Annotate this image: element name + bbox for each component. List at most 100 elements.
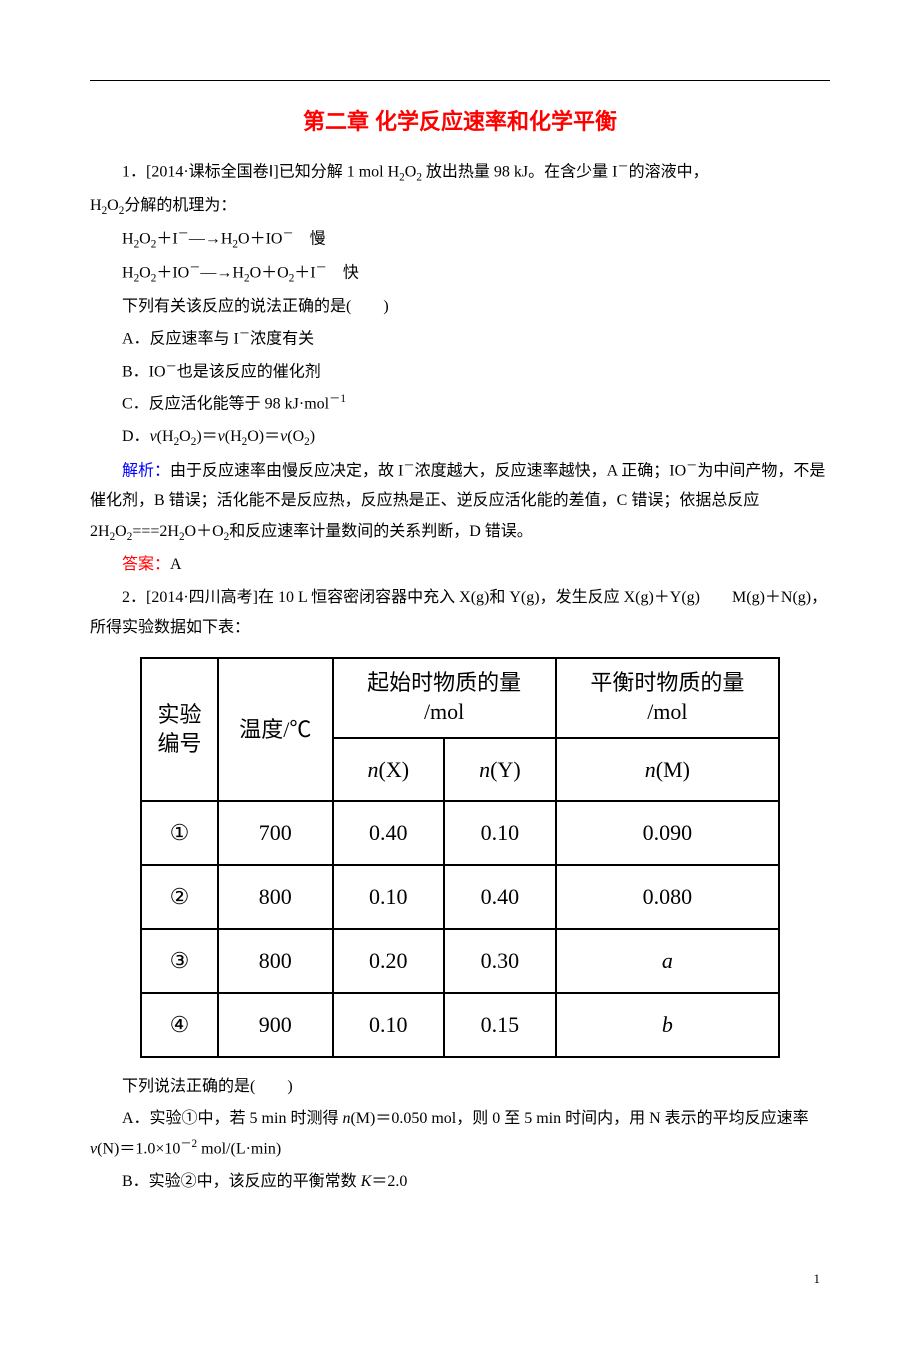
sup: － [686,460,697,472]
q1-mechanism-step1: H2O2＋I－―→H2O＋IO－ 慢 [90,224,830,256]
sup: － [617,161,628,173]
cell-nX: 0.10 [333,865,445,929]
sup: － [403,460,414,472]
cell-nX: 0.10 [333,993,445,1057]
page-number: 1 [90,1267,830,1292]
table-row: ② 800 0.10 0.40 0.080 [141,865,779,929]
cell-nY: 0.10 [444,801,556,865]
q1-stem-line1: 1．[2014·课标全国卷Ⅰ]已知分解 1 mol H2O2 放出热量 98 k… [90,157,830,189]
var-K: K [361,1173,372,1190]
explanation-label: 解析： [122,462,170,479]
table-row: ④ 900 0.10 0.15 b [141,993,779,1057]
text: 1．[2014·课标全国卷Ⅰ]已知分解 1 mol H [122,163,399,180]
col-temperature: 温度/℃ [218,658,332,801]
text: (Y) [490,757,521,782]
text: O＋IO [238,230,282,247]
text: D． [122,428,150,445]
sup: － [239,328,250,340]
text: B．实验②中，该反应的平衡常数 [122,1173,361,1190]
text: H [122,264,134,281]
q1-ask: 下列有关该反应的说法正确的是( ) [90,292,830,322]
cell-nY: 0.40 [444,865,556,929]
q1-option-d: D．v(H2O2)＝v(H2O)＝v(O2) [90,422,830,453]
col-nX: n(X) [333,738,445,802]
text: 慢 [294,230,326,247]
var-v: v [150,428,157,445]
text: ) [310,428,315,445]
cell-id: ① [141,801,218,865]
q1-option-b: B．IO－也是该反应的催化剂 [90,357,830,388]
q1-answer: 答案：A [90,550,830,580]
text: ＝2.0 [371,1173,407,1190]
sup: － [178,228,189,240]
q2-stem: 2．[2014·四川高考]在 10 L 恒容密闭容器中充入 X(g)和 Y(g)… [90,583,830,644]
cell-nM: b [556,993,779,1057]
text: /mol [424,699,464,724]
text: H [90,197,102,214]
text: (X) [379,757,410,782]
text: ＋IO [156,264,189,281]
q1-mechanism-step2: H2O2＋IO－―→H2O＋O2＋I－ 快 [90,258,830,290]
cell-temp: 900 [218,993,332,1057]
cell-nM: 0.090 [556,801,779,865]
table-row: ① 700 0.40 0.10 0.090 [141,801,779,865]
text: 实验 [158,702,202,727]
text: 由于反应速率由慢反应决定，故 I [170,462,403,479]
cell-id: ② [141,865,218,929]
text: A．反应速率与 I [122,330,239,347]
sub: 2 [134,239,140,251]
q2-option-a: A．实验①中，若 5 min 时测得 n(M)＝0.050 mol，则 0 至 … [90,1104,830,1165]
text: 快 [327,264,359,281]
sub: 2 [416,171,422,183]
text: C．反应活化能等于 98 kJ·mol [122,396,329,413]
cell-nM: a [556,929,779,993]
text: 的溶液中， [629,163,709,180]
sup: － [189,262,200,274]
text: ＋I [156,230,177,247]
text: )＝ [196,428,217,445]
text: 起始时物质的量 [367,670,521,695]
q1-explanation: 解析：由于反应速率由慢反应决定，故 I－浓度越大，反应速率越快，A 正确；IO－… [90,456,830,549]
sub: 2 [174,436,180,448]
answer-value: A [170,556,182,573]
text: 平衡时物质的量 [590,670,744,695]
sup: －2 [180,1138,197,1150]
text: ＋I [294,264,315,281]
cell-nY: 0.15 [444,993,556,1057]
sub: 2 [399,171,405,183]
table-row: ③ 800 0.20 0.30 a [141,929,779,993]
text: 放出热量 98 kJ。在含少量 I [426,163,618,180]
cell-temp: 700 [218,801,332,865]
text: /mol [647,699,687,724]
text: (N)＝1.0×10 [97,1141,180,1158]
cell-nX: 0.40 [333,801,445,865]
sub: 2 [110,531,116,543]
col-exp-id: 实验 编号 [141,658,218,801]
text: ―→H [200,264,244,281]
sup: － [166,361,177,373]
text: O)＝ [247,428,280,445]
sub: 2 [102,205,108,217]
sup: － [282,228,293,240]
text: 也是该反应的催化剂 [177,363,321,380]
text: mol/(L·min) [197,1141,281,1158]
q1-stem-line2: H2O2分解的机理为： [90,191,830,222]
text: B．IO [122,363,166,380]
cell-nM: 0.080 [556,865,779,929]
text: 浓度越大，反应速率越快，A 正确；IO [415,462,687,479]
sup: －1 [329,393,346,405]
cell-nY: 0.30 [444,929,556,993]
text: (M)＝0.050 mol，则 0 至 5 min 时间内，用 N 表示的平均反… [350,1110,808,1127]
q1-option-a: A．反应速率与 I－浓度有关 [90,324,830,355]
q1-option-c: C．反应活化能等于 98 kJ·mol－1 [90,389,830,420]
text: (H [157,428,174,445]
text: (H [225,428,242,445]
col-initial-amount: 起始时物质的量 /mol [333,658,556,737]
sup: － [316,262,327,274]
text: ===2H [132,523,179,540]
text: 和反应速率计量数间的关系判断，D 错误。 [229,523,533,540]
text: H [122,230,134,247]
cell-id: ③ [141,929,218,993]
cell-id: ④ [141,993,218,1057]
text: 分解的机理为： [124,197,236,214]
